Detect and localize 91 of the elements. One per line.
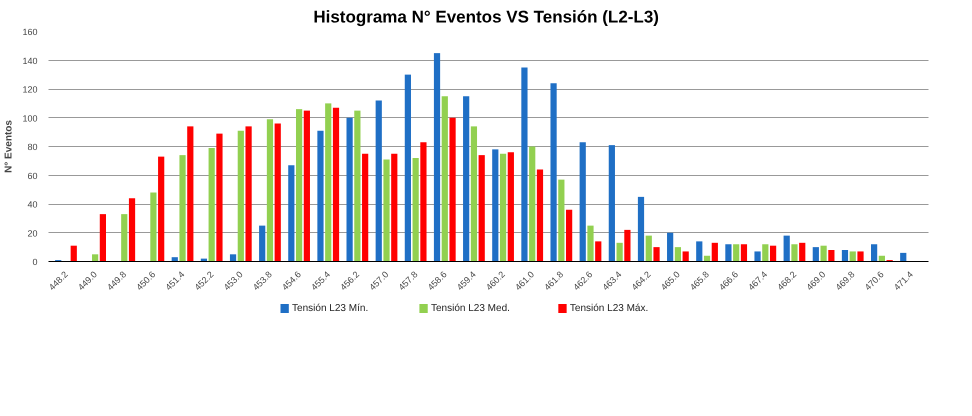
bar (492, 149, 498, 262)
bar (550, 83, 557, 262)
bar (857, 251, 864, 262)
bar (391, 154, 398, 262)
bar (420, 142, 427, 262)
bar (587, 226, 594, 262)
bar (332, 108, 340, 262)
bar (274, 124, 281, 262)
bar (850, 251, 856, 262)
bar (696, 241, 702, 262)
bar (383, 159, 390, 262)
y-tick-label: 0 (32, 257, 38, 267)
bar (638, 196, 644, 262)
bar (521, 67, 528, 262)
bar (871, 244, 878, 262)
bar (412, 158, 419, 262)
bar (317, 130, 324, 262)
bar (653, 247, 660, 262)
bar (580, 142, 586, 262)
y-axis-title: N° Eventos (3, 120, 14, 173)
bar (762, 244, 768, 262)
y-tick-label: 40 (27, 200, 38, 210)
bar (791, 244, 798, 262)
chart-title: Histograma N° Eventos VS Tensión (L2-L3) (313, 8, 659, 26)
legend-label: Tensión L23 Med. (430, 303, 510, 314)
bar (558, 180, 564, 262)
bar (362, 154, 368, 262)
bar (245, 126, 252, 262)
bar (304, 110, 310, 262)
bar (216, 134, 223, 262)
bar (608, 145, 615, 262)
bar (187, 126, 194, 262)
bar (733, 244, 740, 262)
bar (667, 232, 674, 262)
bar (712, 242, 718, 262)
bar (442, 96, 448, 262)
bar (100, 214, 106, 262)
bar (812, 247, 819, 262)
bar (828, 250, 834, 262)
bar (172, 257, 178, 262)
bar (624, 230, 631, 262)
bar (508, 152, 514, 262)
y-tick-label: 160 (22, 27, 38, 37)
bar (682, 251, 689, 262)
bar (376, 100, 382, 262)
y-tick-label: 140 (22, 56, 38, 66)
bar (784, 236, 790, 262)
bar (646, 236, 652, 262)
bar (179, 155, 186, 262)
bar (238, 130, 244, 262)
legend-label: Tensión L23 Máx. (570, 303, 648, 314)
bar (158, 156, 164, 262)
bar (725, 244, 732, 262)
bar (463, 96, 470, 262)
bar (740, 244, 748, 262)
bar (346, 118, 353, 262)
bar (470, 126, 478, 262)
bar (208, 148, 215, 262)
bar (842, 250, 848, 262)
bar (595, 241, 602, 262)
bar (354, 110, 360, 262)
bar (70, 246, 77, 262)
bar (566, 210, 572, 262)
bar (529, 146, 536, 262)
y-tick-label: 100 (22, 113, 38, 124)
bar (150, 192, 157, 262)
y-tick-label: 20 (27, 228, 38, 238)
bar (900, 252, 906, 262)
bar (128, 198, 136, 262)
bar (616, 242, 623, 262)
legend-label: Tensión L23 Mín. (292, 303, 368, 314)
bar (536, 170, 544, 262)
bar (478, 155, 485, 262)
bar (121, 214, 128, 262)
y-tick-label: 60 (27, 170, 38, 181)
bar (799, 242, 806, 262)
bar (259, 226, 266, 262)
bar (770, 246, 776, 262)
y-tick-label: 120 (22, 84, 38, 94)
bar (754, 251, 761, 262)
bar (820, 246, 827, 262)
bar (325, 103, 332, 262)
bar (434, 53, 440, 262)
bar (266, 119, 274, 262)
bar (288, 165, 294, 262)
bar (500, 154, 506, 262)
y-tick-label: 80 (27, 142, 38, 152)
bar (296, 109, 302, 262)
bar (404, 74, 411, 262)
bar (449, 118, 456, 262)
bar (674, 247, 682, 262)
